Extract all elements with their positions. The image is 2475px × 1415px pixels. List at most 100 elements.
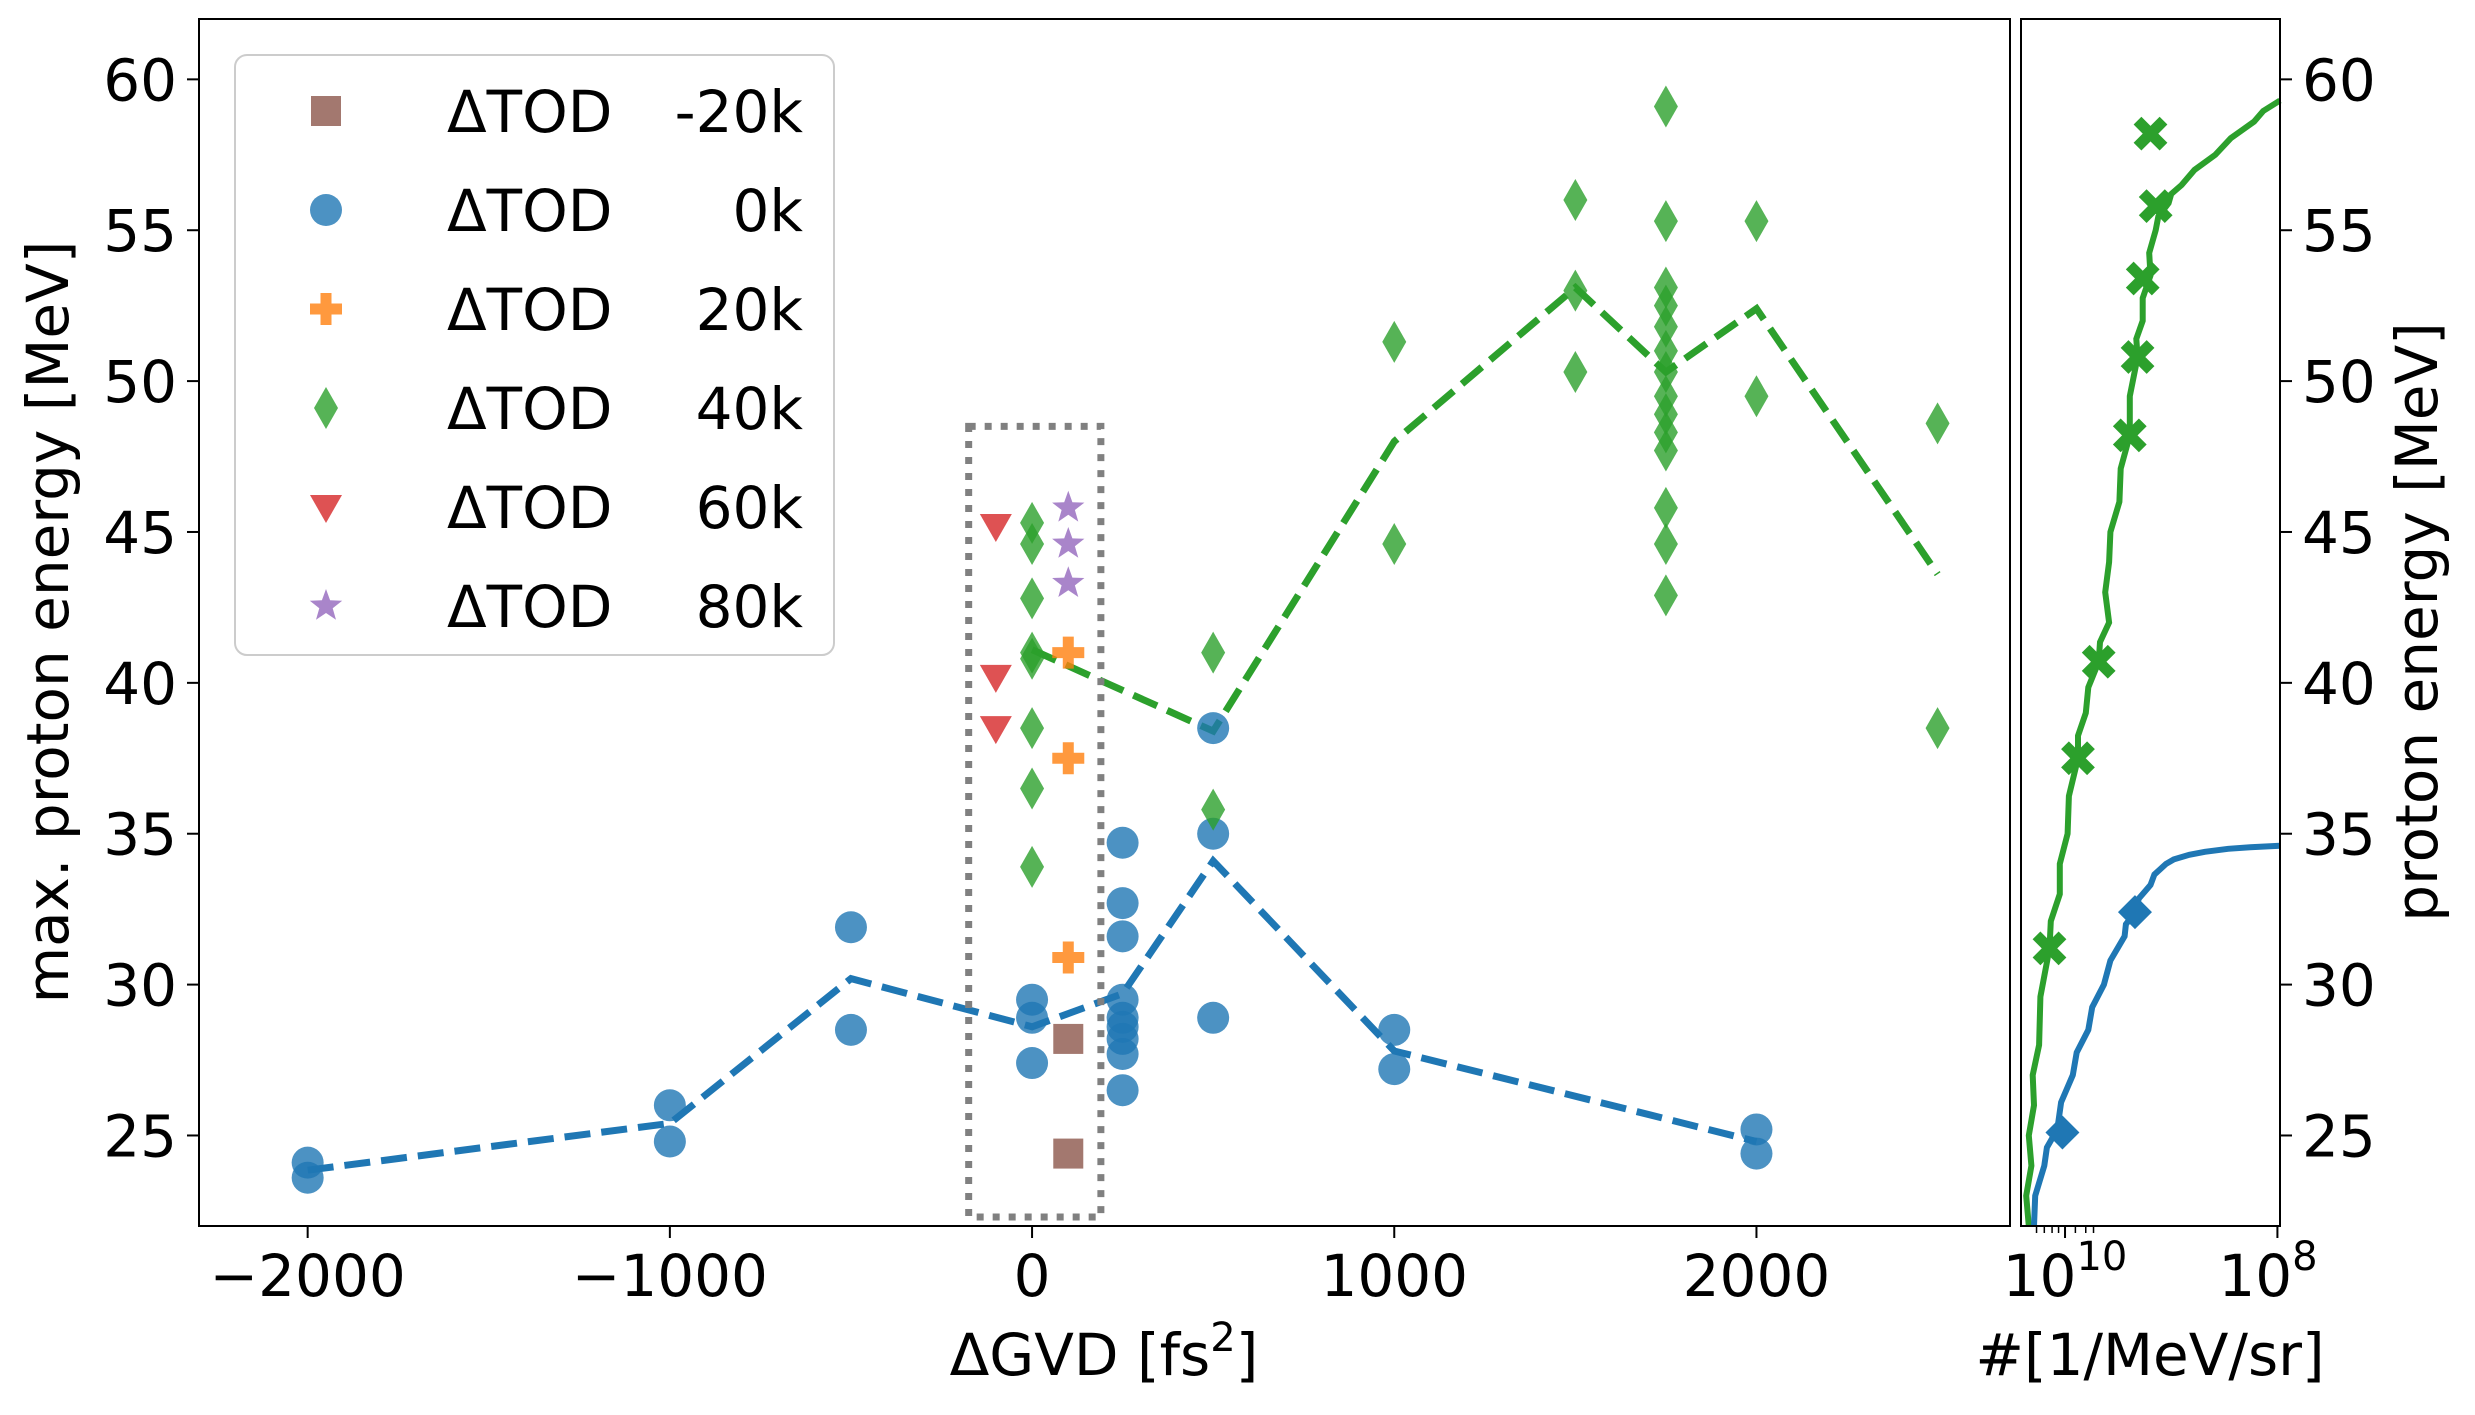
data-point [1052,527,1085,558]
data-point [1106,920,1139,953]
data-point [1053,1023,1084,1054]
data-point [1016,1047,1049,1080]
data-point [1382,320,1407,363]
data-point [1925,402,1950,445]
data-point [1016,1001,1049,1034]
data-point [653,1089,686,1122]
spectrum-marker [2061,741,2095,776]
x-tick-label: 1000 [1320,1242,1468,1310]
spectrum-marker [2045,1115,2080,1150]
data-point [1653,329,1678,372]
data-point [834,911,867,944]
data-point [1052,742,1085,775]
legend-marker [311,96,341,126]
data-point [291,1161,324,1194]
data-point [1653,85,1678,128]
data-point [653,1125,686,1158]
data-point [1382,523,1407,566]
side-y-tick-label: 35 [2302,801,2376,869]
data-point [1053,1138,1084,1169]
data-point [1378,1053,1411,1086]
data-point [979,716,1012,745]
data-point [1052,941,1085,974]
side-y-tick-label: 25 [2302,1102,2376,1170]
data-point [1020,577,1045,620]
legend-label: ΔTOD [447,573,612,641]
y-tick-label: 30 [103,952,177,1020]
data-point [1020,767,1045,810]
main-x-axis-label: ΔGVD [fs2] [950,1315,1259,1389]
data-point [1020,501,1045,544]
x-tick-label: −2000 [210,1242,406,1310]
main-x-ticks: −2000 −1000 0 1000 2000 [210,1226,1831,1310]
side-x-axis-label: #[1/MeV/sr] [1975,1321,2324,1389]
data-point [1020,845,1045,888]
data-point [1201,788,1226,831]
legend-label: ΔTOD [447,474,612,542]
spectrum-line [2031,842,2281,1227]
legend-marker [309,589,343,620]
legend-marker [310,293,342,325]
side-y-tick-label: 30 [2302,952,2376,1020]
data-point [1925,707,1950,750]
y-tick-label: 60 [103,46,177,114]
legend-marker [314,387,338,429]
legend: ΔTOD -20k ΔTOD 0k ΔTOD 20k ΔTOD 40k ΔTOD 60k ΔTOD 8… [234,54,835,656]
data-point [1740,1137,1773,1170]
data-point [1653,305,1678,348]
legend-items: ΔTOD -20k ΔTOD 0k ΔTOD 20k ΔTOD 40k ΔTOD 60k ΔTOD 8… [309,78,804,641]
data-point [1653,574,1678,617]
x-tick-label: 2000 [1683,1242,1831,1310]
data-point [1653,284,1678,327]
spectrum-marker [2112,418,2147,453]
legend-value: -20k [675,78,804,146]
data-point [1020,523,1045,566]
side-y-tick-label: 60 [2302,46,2376,114]
data-point [1563,179,1588,222]
highlight-box [965,422,1105,1221]
main-y-axis-label: max. proton energy [MeV] [14,241,82,1004]
spectrum-marker [2117,895,2152,930]
data-point [1020,707,1045,750]
data-point [1106,826,1139,859]
y-tick-label: 50 [103,348,177,416]
data-point [1106,1038,1139,1071]
spectrum-marker [2081,644,2116,679]
legend-value: 60k [696,474,804,542]
data-point [979,664,1012,693]
main-scatter-points [291,85,1950,1194]
legend-value: 40k [696,375,804,443]
data-point [1197,712,1230,745]
data-point [1106,1074,1139,1107]
side-y-tick-label: 55 [2302,197,2376,265]
spectrum-marker [2133,116,2168,151]
data-point [1653,351,1678,394]
y-tick-label: 40 [103,650,177,718]
data-point [834,1013,867,1046]
data-point [1052,490,1085,522]
spectrum-marker [2120,340,2155,374]
y-tick-label: 25 [103,1102,177,1170]
legend-label: ΔTOD [447,177,612,245]
data-point [979,513,1012,542]
data-point [1744,375,1769,418]
legend-marker [310,194,342,226]
data-point [1653,486,1678,529]
side-plot: 25 30 35 40 45 50 55 60 1010 108 #[1/MeV/sr] pr… [1975,18,2451,1389]
x-tick-label: −1000 [572,1242,768,1310]
legend-marker [310,495,342,523]
side-y-ticks: 25 30 35 40 45 50 55 60 [2280,46,2376,1170]
data-point [1201,631,1226,674]
data-point [1653,523,1678,566]
data-point [1197,1001,1230,1034]
legend-label: ΔTOD [447,78,612,146]
side-x-tick-label: 1010 [2003,1234,2128,1310]
spectrum-marker [2032,931,2067,966]
side-x-ticks: 1010 108 [2003,1226,2318,1310]
side-spectrum-markers [2032,116,2173,1150]
data-point [1378,1013,1411,1046]
data-point [1653,200,1678,243]
y-tick-label: 55 [103,197,177,265]
y-tick-label: 45 [103,499,177,567]
